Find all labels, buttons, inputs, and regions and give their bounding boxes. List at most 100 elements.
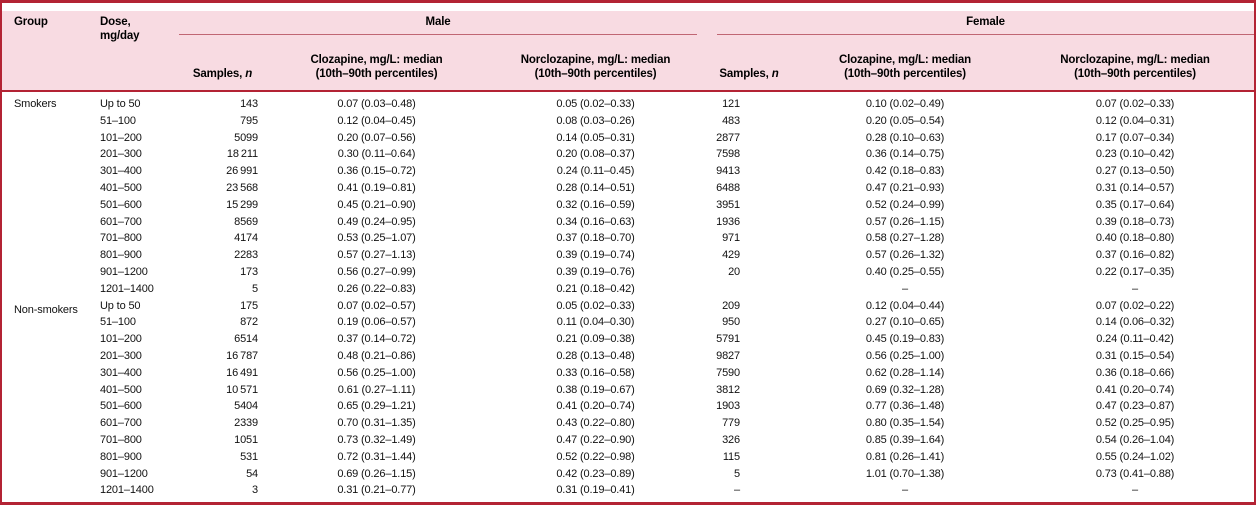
norclozapine-header-line2: (10th–90th percentiles) (534, 68, 657, 80)
clozapine-header-line2: (10th–90th percentiles) (844, 68, 966, 80)
table-row: 701–800 1051 0.73 (0.32–1.49) 0.47 (0.22–0.… (2, 432, 1254, 449)
male-samples-cell: 18 211 (226, 148, 258, 161)
male-clozapine-column-header: Clozapine, mg/L: median (10th–90th perce… (266, 37, 487, 92)
male-clozapine-cell: 0.37 (0.14–0.72) (337, 333, 416, 346)
dose-cell: 701–800 (100, 232, 142, 245)
group-label: Non-smokers (14, 303, 78, 316)
dose-cell: 501–600 (100, 400, 142, 413)
dose-cell: 201–300 (100, 148, 142, 161)
male-norclozapine-cell: 0.05 (0.02–0.33) (556, 299, 635, 312)
dose-cell: 501–600 (100, 198, 142, 211)
table-row: Non-smokers Up to 50 175 0.07 (0.02–0.57) 0.… (2, 298, 1254, 316)
table-row: 201–300 18 211 0.30 (0.11–0.64) 0.20 (0.08–… (2, 146, 1254, 163)
female-clozapine-cell: – (902, 282, 908, 295)
male-norclozapine-cell: 0.28 (0.14–0.51) (556, 181, 635, 194)
female-clozapine-column-header: Clozapine, mg/L: median (10th–90th perce… (794, 37, 1016, 92)
male-clozapine-cell: 0.53 (0.25–1.07) (337, 232, 416, 245)
male-norclozapine-cell: 0.39 (0.19–0.74) (556, 249, 635, 262)
male-norclozapine-cell: 0.47 (0.22–0.90) (556, 433, 635, 446)
dose-cell: 1201–1400 (100, 282, 154, 295)
male-samples-cell: 5099 (234, 131, 258, 144)
male-samples-cell: 16 491 (226, 366, 258, 379)
female-samples-cell: 7598 (716, 148, 740, 161)
female-norclozapine-cell: 0.52 (0.25–0.95) (1095, 417, 1175, 430)
dose-cell: 701–800 (100, 433, 142, 446)
female-clozapine-cell: 0.85 (0.39–1.64) (865, 433, 945, 446)
male-norclozapine-column-header: Norclozapine, mg/L: median (10th–90th pe… (487, 37, 704, 92)
female-norclozapine-cell: 0.40 (0.18–0.80) (1095, 232, 1175, 245)
female-clozapine-cell: 0.62 (0.28–1.14) (865, 366, 945, 379)
female-clozapine-cell: 0.52 (0.24–0.99) (865, 198, 945, 211)
female-samples-column-header: Samples, n (704, 37, 794, 92)
male-clozapine-cell: 0.19 (0.06–0.57) (337, 316, 416, 329)
male-samples-cell: 795 (240, 114, 258, 127)
male-clozapine-cell: 0.30 (0.11–0.64) (337, 148, 416, 161)
male-clozapine-cell: 0.41 (0.19–0.81) (337, 181, 416, 194)
male-norclozapine-cell: 0.31 (0.19–0.41) (556, 484, 635, 497)
clozapine-header-line2: (10th–90th percentiles) (315, 68, 438, 80)
dose-cell: 901–1200 (100, 265, 148, 278)
male-norclozapine-cell: 0.11 (0.04–0.30) (556, 316, 635, 329)
male-clozapine-cell: 0.26 (0.22–0.83) (337, 282, 416, 295)
male-samples-cell: 6514 (234, 333, 258, 346)
column-header-row: Samples, n Clozapine, mg/L: median (10th… (2, 37, 1254, 92)
table-body: Smokers Up to 50 143 0.07 (0.03–0.48) 0.05 (… (2, 91, 1254, 499)
dose-cell: 601–700 (100, 215, 142, 228)
male-clozapine-cell: 0.31 (0.21–0.77) (337, 484, 416, 497)
male-clozapine-cell: 0.48 (0.21–0.86) (337, 349, 416, 362)
female-norclozapine-cell: 0.41 (0.20–0.74) (1095, 383, 1175, 396)
dose-cell: 901–1200 (100, 467, 148, 480)
table-row: 401–500 23 568 0.41 (0.19–0.81) 0.28 (0.14–… (2, 180, 1254, 197)
norclozapine-header-line1: Norclozapine, mg/L: median (520, 54, 671, 66)
male-samples-cell: 5404 (234, 400, 258, 413)
table-row: 901–1200 54 0.69 (0.26–1.15) 0.42 (0.23–0.8… (2, 466, 1254, 483)
table-row: 801–900 531 0.72 (0.31–1.44) 0.52 (0.22–0.9… (2, 449, 1254, 466)
female-samples-cell: 209 (722, 299, 740, 312)
norclozapine-header-line2: (10th–90th percentiles) (1074, 68, 1196, 80)
male-clozapine-cell: 0.57 (0.27–1.13) (337, 249, 416, 262)
table-row: 51–100 872 0.19 (0.06–0.57) 0.11 (0.04–0.30… (2, 314, 1254, 331)
female-samples-cell (704, 281, 794, 298)
male-clozapine-cell: 0.65 (0.29–1.21) (337, 400, 416, 413)
dose-cell: 201–300 (100, 349, 142, 362)
female-samples-cell: 779 (722, 417, 740, 430)
female-norclozapine-cell: 0.37 (0.16–0.82) (1095, 249, 1175, 262)
male-samples-cell: 5 (252, 282, 258, 295)
female-samples-cell: 429 (722, 249, 740, 262)
dose-column-header: Dose, mg/day (92, 11, 179, 92)
female-norclozapine-cell: 0.24 (0.11–0.42) (1096, 333, 1174, 346)
female-samples-cell: 115 (722, 450, 740, 463)
table-row: 301–400 26 991 0.36 (0.15–0.72) 0.24 (0.11–… (2, 163, 1254, 180)
male-norclozapine-cell: 0.42 (0.23–0.89) (556, 467, 635, 480)
male-clozapine-cell: 0.45 (0.21–0.90) (337, 198, 416, 211)
male-norclozapine-cell: 0.05 (0.02–0.33) (556, 98, 635, 110)
female-spanner-header: Female (704, 11, 1254, 37)
female-norclozapine-cell: 0.36 (0.18–0.66) (1095, 366, 1175, 379)
female-norclozapine-cell: 0.31 (0.14–0.57) (1095, 181, 1175, 194)
table-row: 901–1200 173 0.56 (0.27–0.99) 0.39 (0.19–0.… (2, 264, 1254, 281)
dose-cell: 801–900 (100, 249, 142, 262)
female-norclozapine-cell: – (1132, 282, 1138, 295)
female-samples-cell: 9413 (716, 165, 740, 178)
female-norclozapine-cell: 0.27 (0.13–0.50) (1095, 165, 1175, 178)
spanner-row: Group Dose, mg/day Male Female (2, 11, 1254, 92)
table-row: 601–700 2339 0.70 (0.31–1.35) 0.43 (0.22–0.… (2, 415, 1254, 432)
female-clozapine-cell: 0.27 (0.10–0.65) (865, 316, 945, 329)
female-samples-cell: 5791 (716, 333, 740, 346)
male-samples-cell: 872 (240, 316, 258, 329)
female-samples-cell: 1903 (716, 400, 740, 413)
table-row: 1201–1400 5 0.26 (0.22–0.83) 0.21 (0.18–0.4… (2, 281, 1254, 298)
female-samples-cell: 2877 (716, 131, 740, 144)
male-norclozapine-cell: 0.52 (0.22–0.98) (556, 450, 635, 463)
female-norclozapine-cell: 0.22 (0.17–0.35) (1095, 265, 1175, 278)
dose-cell: 101–200 (100, 131, 142, 144)
male-samples-cell: 3 (252, 484, 258, 497)
female-norclozapine-cell: 0.07 (0.02–0.22) (1095, 299, 1175, 312)
female-samples-cell: 3812 (716, 383, 740, 396)
female-norclozapine-cell: 0.73 (0.41–0.88) (1095, 467, 1175, 480)
male-samples-column-header: Samples, n (179, 37, 266, 92)
female-samples-cell: 483 (722, 114, 740, 127)
table-row: 101–200 5099 0.20 (0.07–0.56) 0.14 (0.05–0.… (2, 130, 1254, 147)
female-norclozapine-cell: 0.07 (0.02–0.33) (1095, 98, 1175, 110)
female-norclozapine-cell: 0.35 (0.17–0.64) (1095, 198, 1175, 211)
